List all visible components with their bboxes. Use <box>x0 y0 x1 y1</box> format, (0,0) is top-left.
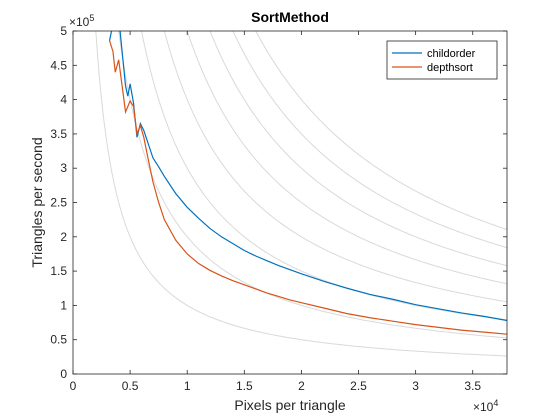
tick-labels: 0 0.5 1 1.5 2 2.5 3 3.5 0 0.5 1 1.5 2 2.5 3 3.5 4 4.5 5 <box>50 24 481 393</box>
legend: childorder depthsort <box>386 40 498 80</box>
x-tick-label: 1.5 <box>236 379 253 393</box>
y-tick-label: 3 <box>60 161 67 175</box>
series-line-childorder <box>108 31 507 322</box>
x-multiplier-exponent: 4 <box>493 398 498 408</box>
y-tick-label: 3.5 <box>50 127 67 141</box>
x-axis-title: Pixels per triangle <box>234 397 345 413</box>
legend-label-childorder: childorder <box>427 48 476 60</box>
reference-curves <box>95 31 507 357</box>
x-tick-label: 0 <box>70 379 77 393</box>
plot-area <box>73 31 507 374</box>
x-tick-label: 2 <box>298 379 305 393</box>
y-tick-label: 5 <box>60 24 67 38</box>
x-tick-label: 2.5 <box>350 379 367 393</box>
y-axis-title: Triangles per second <box>29 137 45 267</box>
reference-curve-7 <box>232 31 507 249</box>
legend-box <box>386 40 498 80</box>
y-axis-multiplier: ×105 <box>69 13 94 29</box>
reference-curve-1 <box>95 31 507 357</box>
y-tick-label: 4 <box>60 93 67 107</box>
y-tick-label: 1 <box>60 298 67 312</box>
ticks <box>72 30 507 375</box>
y-tick-label: 2.5 <box>50 196 67 210</box>
y-tick-label: 0.5 <box>50 333 67 347</box>
reference-curve-3 <box>141 31 507 321</box>
y-tick-label: 4.5 <box>50 58 67 72</box>
x-multiplier-base: ×10 <box>473 400 494 414</box>
y-tick-label: 2 <box>60 230 67 244</box>
reference-curve-4 <box>163 31 507 303</box>
x-tick-label: 3 <box>412 379 419 393</box>
y-multiplier-exponent: 5 <box>89 13 94 23</box>
chart-title: SortMethod <box>251 9 329 25</box>
y-tick-label: 0 <box>60 367 67 381</box>
x-tick-label: 3.5 <box>464 379 481 393</box>
x-tick-label: 0.5 <box>122 379 139 393</box>
y-tick-label: 1.5 <box>50 264 67 278</box>
y-multiplier-base: ×10 <box>69 15 90 29</box>
reference-curve-2 <box>118 31 507 339</box>
reference-curve-6 <box>209 31 507 267</box>
x-axis-multiplier: ×104 <box>473 398 498 414</box>
series-lines <box>108 31 507 335</box>
reference-curve-8 <box>255 31 507 231</box>
series-line-depthsort <box>108 40 507 335</box>
x-tick-label: 1 <box>184 379 191 393</box>
legend-label-depthsort: depthsort <box>427 62 473 74</box>
